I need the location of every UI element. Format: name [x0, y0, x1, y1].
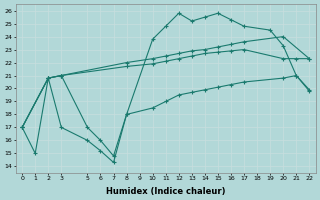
X-axis label: Humidex (Indice chaleur): Humidex (Indice chaleur) [106, 187, 226, 196]
